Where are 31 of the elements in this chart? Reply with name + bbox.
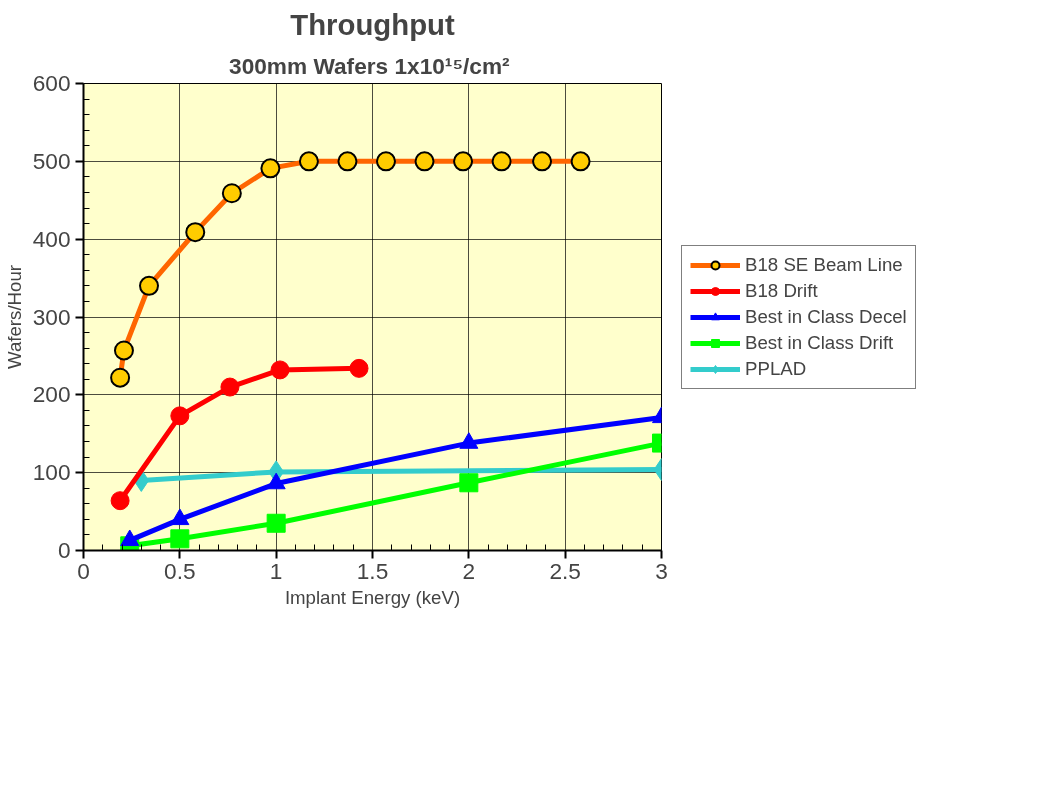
- legend-label: PPLAD: [745, 357, 807, 380]
- y-tick-label: 200: [32, 381, 71, 408]
- x-tick-label: 0.5: [164, 557, 196, 584]
- y-tick-label: 0: [57, 537, 71, 563]
- point: [170, 406, 190, 426]
- x-tick-label: 1: [269, 557, 283, 584]
- legend-label: B18 SE Beam Line: [745, 253, 903, 276]
- x-axis-title: Implant Energy (keV): [284, 586, 461, 608]
- legend-label: Best in Class Decel: [745, 305, 907, 328]
- point: [459, 473, 479, 493]
- legend-label: Best in Class Drift: [745, 331, 894, 354]
- point: [110, 491, 130, 511]
- chart-title: Throughput: [290, 7, 455, 41]
- y-axis-title: Wafers/Hour: [3, 264, 25, 370]
- chart-subtitle: 300mm Wafers 1x10¹⁵/cm²: [229, 52, 511, 79]
- legend-label: B18 Drift: [745, 279, 818, 302]
- y-tick-label: 100: [32, 459, 71, 486]
- x-tick-label: 2: [462, 557, 476, 584]
- point: [266, 513, 286, 533]
- y-tick-label: 600: [32, 70, 71, 96]
- point: [170, 529, 190, 549]
- y-tick-label: 300: [32, 303, 71, 330]
- y-tick-label: 500: [32, 147, 71, 174]
- x-tick-label: 1.5: [356, 557, 389, 584]
- point: [220, 377, 240, 397]
- y-tick-label: 400: [32, 225, 71, 252]
- point: [349, 358, 369, 378]
- x-tick-label: 0: [77, 557, 90, 584]
- point: [270, 360, 290, 380]
- x-tick-label: 2.5: [549, 557, 581, 584]
- x-tick-label: 3: [655, 557, 668, 584]
